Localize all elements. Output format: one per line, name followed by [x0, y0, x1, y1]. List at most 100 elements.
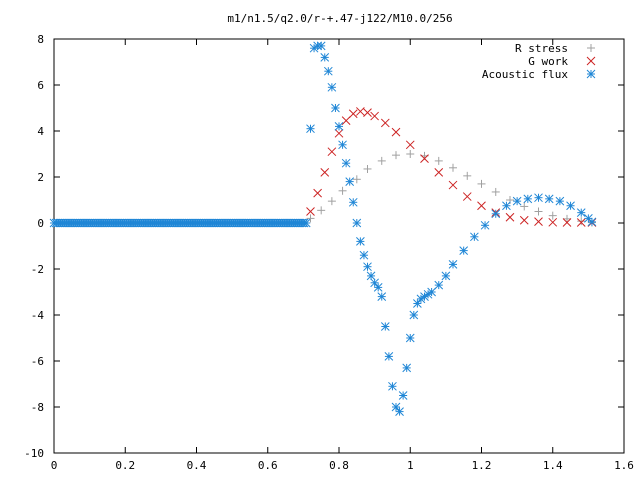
legend-label: Acoustic flux — [482, 68, 568, 81]
data-point — [491, 209, 501, 219]
data-point — [320, 168, 330, 177]
data-point — [384, 352, 394, 361]
x-tick-label: 1.2 — [472, 459, 492, 472]
series-acoustic-flux — [306, 41, 597, 416]
y-tick-label: 2 — [37, 171, 44, 184]
data-point — [306, 124, 315, 134]
data-point — [391, 402, 401, 412]
data-point — [562, 218, 572, 227]
data-point — [391, 127, 401, 137]
legend-label: G work — [528, 55, 568, 68]
data-point — [434, 168, 444, 177]
data-point — [327, 197, 336, 206]
data-point — [576, 208, 586, 218]
data-point — [341, 116, 351, 126]
data-point — [388, 381, 397, 391]
data-point — [392, 151, 400, 160]
data-point — [377, 292, 387, 301]
data-point — [512, 196, 522, 206]
data-point — [523, 194, 533, 204]
data-point — [448, 260, 458, 269]
data-point — [548, 211, 557, 220]
x-tick-label: 0.4 — [187, 459, 207, 472]
x-tick-label: 1 — [407, 459, 414, 472]
y-tick-label: 4 — [37, 125, 44, 138]
data-point — [356, 237, 365, 246]
data-point — [380, 322, 390, 331]
data-point — [480, 220, 490, 230]
y-tick-label: -10 — [24, 447, 44, 460]
data-point — [370, 111, 379, 121]
data-point — [338, 140, 347, 150]
data-point — [398, 391, 408, 400]
data-point — [441, 271, 451, 281]
data-point — [301, 218, 311, 228]
data-point — [331, 103, 340, 113]
x-tick-label: 1.4 — [543, 459, 563, 472]
data-point — [356, 107, 365, 116]
data-point — [338, 186, 347, 195]
data-point — [534, 207, 543, 216]
series-r-stress — [306, 150, 596, 227]
data-point — [341, 158, 351, 168]
data-point — [462, 192, 472, 201]
data-point — [377, 156, 386, 165]
data-point — [502, 201, 511, 211]
series-layer — [49, 41, 597, 416]
data-point — [420, 154, 429, 163]
data-point — [309, 43, 319, 53]
data-point — [373, 283, 383, 292]
data-point — [327, 147, 337, 157]
data-point — [427, 287, 436, 297]
data-point — [463, 171, 472, 180]
data-point — [409, 310, 419, 320]
data-point — [345, 177, 355, 186]
y-tick-label: -6 — [31, 355, 44, 368]
y-tick-label: -2 — [31, 263, 44, 276]
y-tick-label: -8 — [31, 401, 44, 414]
data-point — [448, 180, 458, 190]
data-point — [317, 206, 326, 215]
data-point — [405, 140, 415, 150]
x-tick-label: 0 — [51, 459, 58, 472]
data-point — [520, 202, 529, 211]
legend-marker — [586, 69, 596, 79]
data-point — [566, 201, 575, 211]
data-point — [370, 278, 379, 288]
data-point — [534, 193, 543, 203]
data-point — [544, 194, 554, 204]
data-point — [406, 150, 415, 158]
data-point — [334, 128, 344, 138]
data-point — [402, 363, 412, 373]
data-point — [313, 188, 322, 198]
data-point — [320, 53, 330, 62]
data-point — [323, 66, 333, 76]
data-point — [449, 163, 457, 172]
data-point — [534, 217, 543, 226]
data-point — [316, 41, 326, 51]
data-point — [434, 280, 444, 290]
axes: 0 0.2 0.4 0.6 0.8 1 1.2 1.4 1.6 8 6 4 2 0 -2 -4 -6 -8 -10 — [24, 33, 634, 472]
data-point — [363, 108, 372, 117]
data-point — [363, 164, 372, 173]
zero-baseline-points — [49, 218, 311, 228]
data-point — [434, 156, 443, 165]
data-point — [395, 407, 404, 416]
data-point — [352, 218, 362, 228]
y-tick-label: 0 — [37, 217, 44, 230]
data-point — [352, 175, 361, 184]
data-point — [519, 215, 529, 225]
data-point — [327, 82, 337, 92]
x-tick-label: 0.8 — [329, 459, 349, 472]
data-point — [470, 232, 479, 242]
data-point — [334, 122, 344, 131]
data-point — [348, 197, 358, 207]
data-point — [413, 299, 422, 308]
data-point — [505, 212, 515, 222]
data-point — [477, 179, 486, 188]
data-point — [576, 218, 586, 227]
data-point — [380, 118, 390, 128]
data-point — [348, 109, 358, 119]
y-tick-label: 8 — [37, 33, 44, 46]
